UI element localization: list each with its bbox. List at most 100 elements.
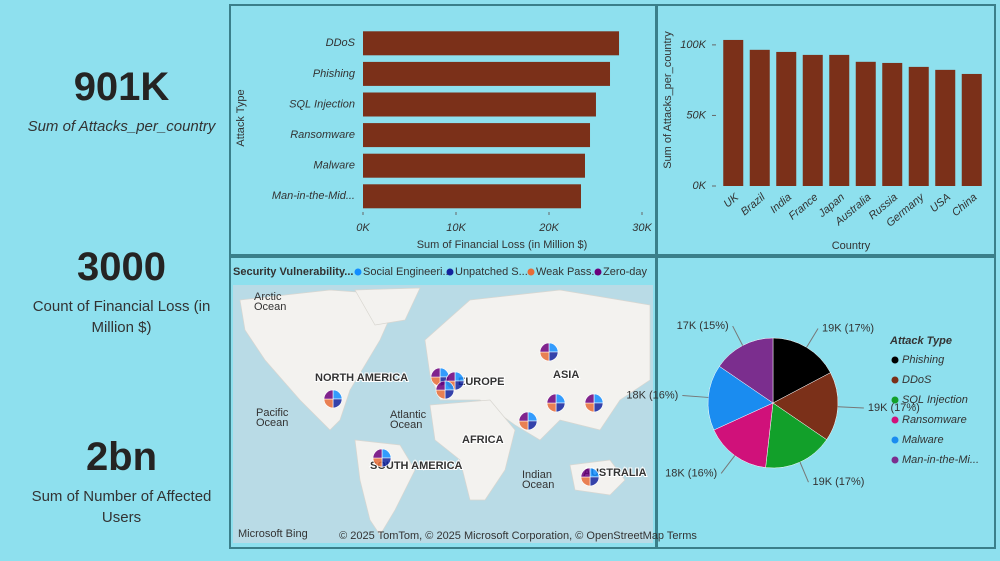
bar [749,49,770,187]
bar [961,73,982,186]
leader-line [720,455,736,474]
bar [363,92,596,117]
map-label: Atlantic [390,409,427,421]
data-label: 18K (16%) [665,467,717,479]
bar [935,69,956,186]
pie-slice [713,402,774,468]
land [239,287,651,536]
y-tick-label: 100K [680,39,706,51]
legend-label: Zero-day [603,266,648,278]
legend-marker [354,268,362,276]
bar [363,153,585,178]
leader-line [799,461,809,483]
axis-title: Attack Type [235,89,247,146]
legend-marker [527,268,535,276]
leader-line [806,328,819,348]
bar [363,31,620,56]
bar [908,66,929,186]
map-pie-wedge [584,393,595,404]
x-tick-label: UK [722,191,742,210]
bar [363,123,591,148]
bar [829,54,850,186]
axis-title: Sum of Financial Loss (in Million $) [417,239,588,251]
map-label: Ocean [256,417,288,429]
map-pie-wedge [323,389,334,400]
map-pie-wedge [430,367,441,378]
legend-marker [891,376,899,384]
map-label: SOUTH AMERICA [370,460,463,472]
bar [776,51,797,187]
kpi-card: 2bn Sum of Number of Affected Users [15,435,228,528]
bar [363,61,611,86]
leader-line [682,395,709,398]
x-tick-label: 0K [356,222,370,234]
pie-slice [765,402,828,469]
bar [723,39,744,186]
map-label: Arctic [254,291,282,303]
y-tick-label: Ransomware [290,129,355,141]
legend-marker [891,436,899,444]
pie-slice [772,337,831,404]
x-tick-label: 20K [538,222,559,234]
map-label: Ocean [254,301,286,313]
legend-label: SQL Injection [902,394,968,406]
legend-marker [891,416,899,424]
bar [855,61,876,187]
x-tick-label: China [950,191,980,219]
map-legend-title: Security Vulnerability... [233,266,353,278]
kpi-card: 3000 Count of Financial Loss (in Million … [15,245,228,338]
x-tick-label: 10K [446,222,466,234]
legend-label: Malware [902,434,944,446]
panel-borders [229,4,996,549]
kpi-value: 3000 [77,245,166,289]
map-pie-wedge [580,467,591,478]
y-tick-label: 0K [693,180,707,192]
map-label: EUROPE [458,376,504,388]
data-label: 17K (15%) [677,320,729,332]
data-label: 19K (17%) [868,402,920,414]
x-tick-label: Brazil [739,191,768,218]
data-label: 19K (17%) [822,322,874,334]
legend-label: Man-in-the-Mi... [902,454,979,466]
map-label: ASIA [553,369,579,381]
map-pie-wedge [518,411,529,422]
x-tick-label: 30K [632,222,652,234]
legend-title: Attack Type [889,335,952,347]
leader-line [732,325,744,346]
map-pie-wedge [435,380,446,391]
x-tick-label: USA [928,191,953,215]
map-label: AFRICA [462,434,504,446]
legend-marker [891,356,899,364]
legend-label: Weak Pass... [536,266,601,278]
legend-label: DDoS [902,374,932,386]
kpi-card: 901K Sum of Attacks_per_country [15,65,228,137]
bar [882,62,903,186]
kpi-label: Count of Financial Loss (in Million $) [32,298,211,336]
map-label: Pacific [256,407,289,419]
y-tick-label: 50K [686,109,706,121]
y-tick-label: Man-in-the-Mid... [272,190,355,202]
map-logo: Microsoft Bing [238,528,308,540]
legend-marker [891,456,899,464]
kpi-value: 901K [73,65,170,109]
legend-label: Social Engineeri... [363,266,452,278]
map-pie-wedge [539,342,550,353]
legend-marker [594,268,602,276]
axis-title: Sum of Attacks_per_country [662,31,674,169]
leader-line [837,406,864,409]
axis-title: Country [832,240,871,252]
map-label: Ocean [522,479,554,491]
bar [802,54,823,186]
y-tick-label: DDoS [326,37,356,49]
map-attribution: © 2025 TomTom, © 2025 Microsoft Corporat… [339,530,697,542]
map-label: NORTH AMERICA [315,372,408,384]
map-label: Ocean [390,419,422,431]
map-pie-wedge [546,393,557,404]
kpi-label: Sum of Number of Affected Users [31,488,212,526]
y-tick-label: Phishing [313,68,356,80]
legend-marker [446,268,454,276]
kpi-value: 2bn [85,435,158,479]
legend-label: Ransomware [902,414,967,426]
